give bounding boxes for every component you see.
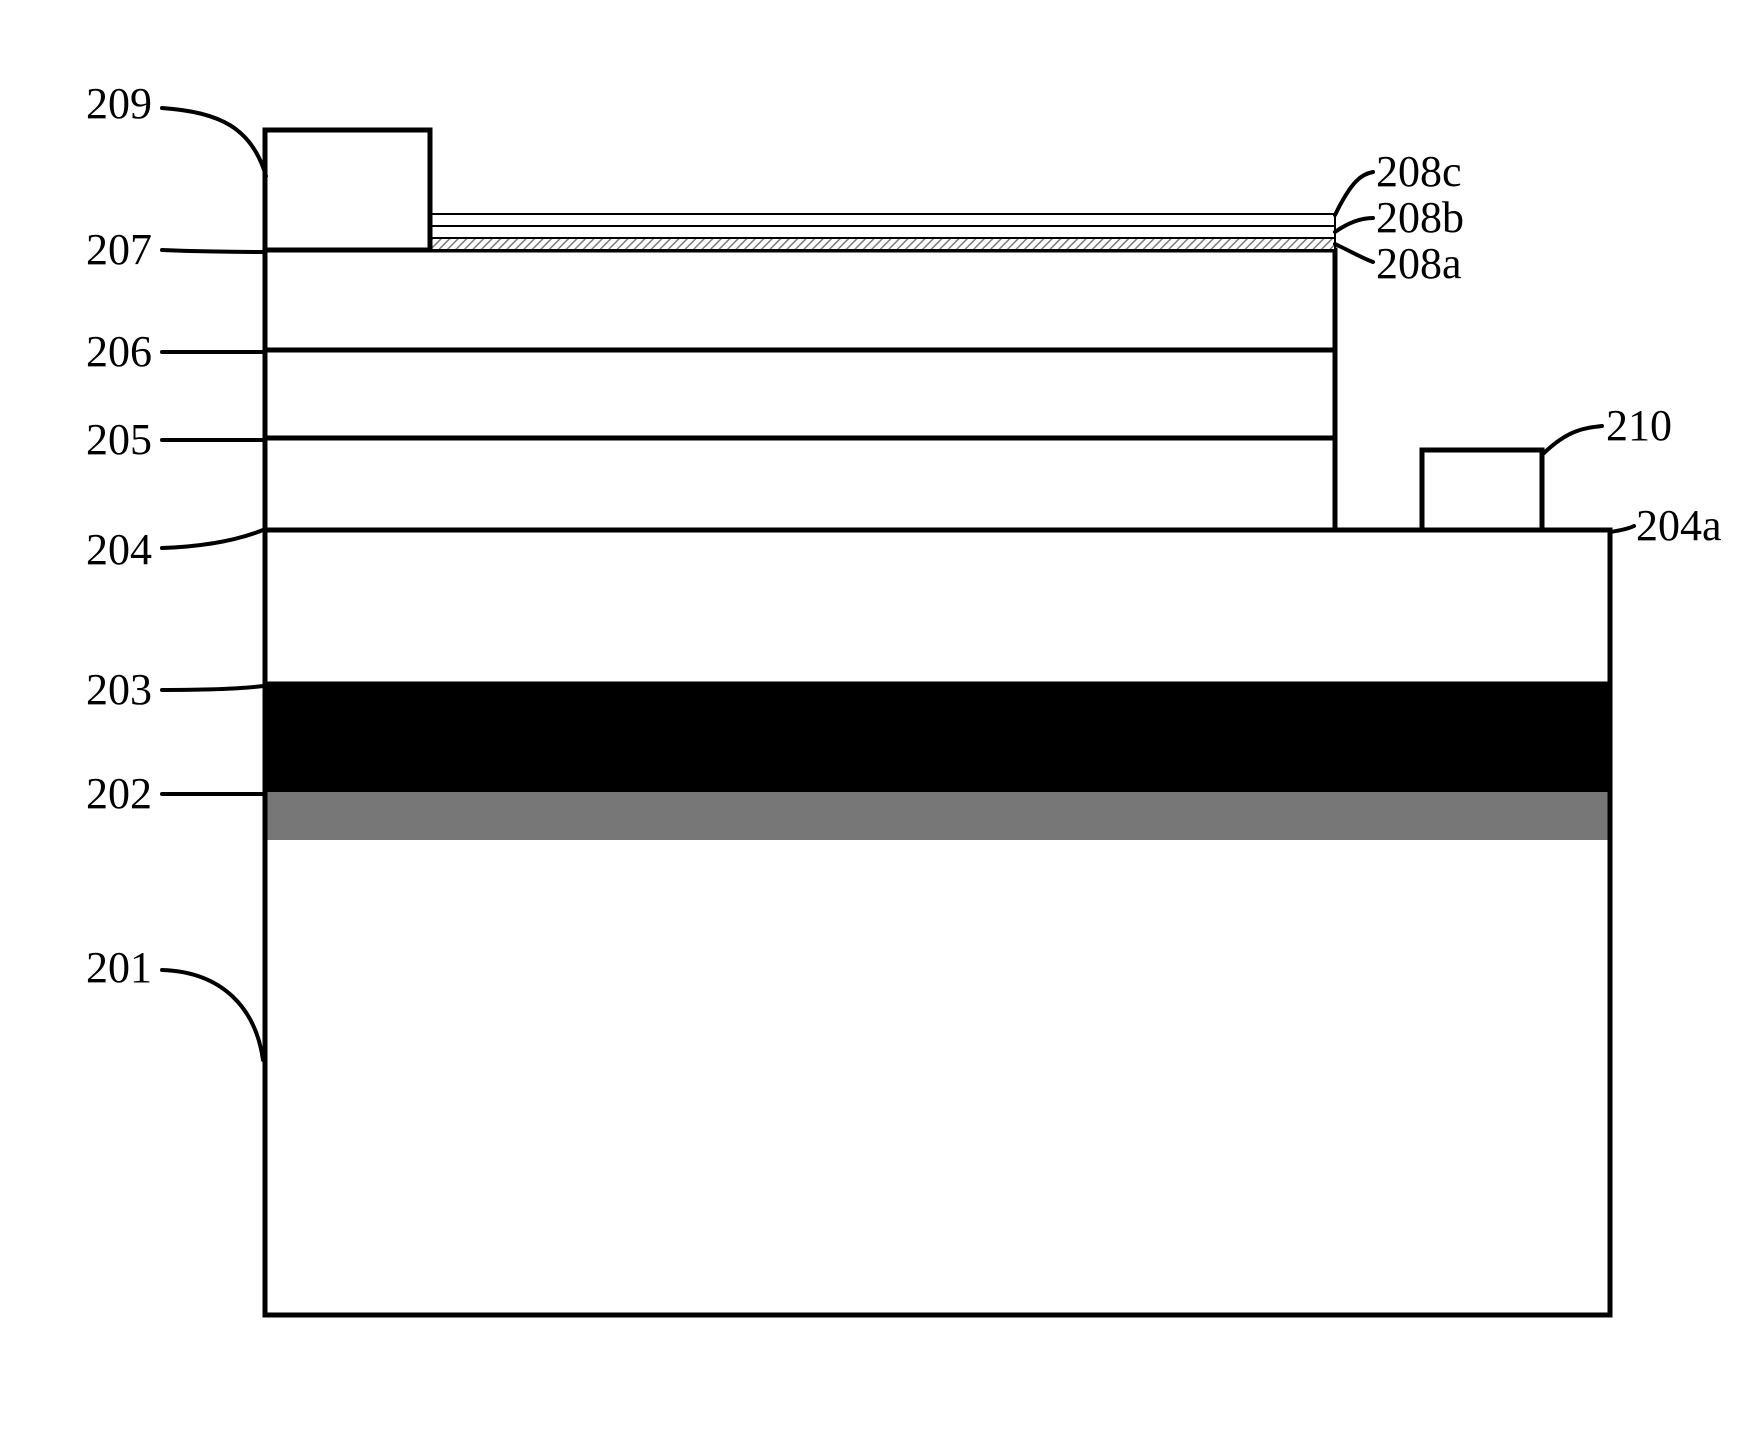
layer-208a — [430, 238, 1335, 250]
electrode-209 — [265, 130, 430, 250]
lead-208c — [1335, 172, 1373, 215]
layer-204 — [265, 530, 1610, 684]
layer-208c — [430, 214, 1335, 226]
lead-203 — [162, 686, 263, 690]
lead-201 — [162, 970, 263, 1060]
lead-204 — [162, 530, 263, 548]
label-201: 201 — [86, 946, 152, 990]
layer-203 — [265, 684, 1610, 792]
label-208b: 208b — [1376, 196, 1464, 240]
lead-204a — [1610, 526, 1634, 532]
label-209: 209 — [86, 82, 152, 126]
label-210: 210 — [1606, 404, 1672, 448]
lead-208a — [1335, 244, 1373, 262]
label-205: 205 — [86, 418, 152, 462]
lead-207 — [162, 250, 263, 252]
label-207: 207 — [86, 228, 152, 272]
layer-201 — [265, 840, 1610, 1315]
electrode-210 — [1422, 450, 1542, 530]
label-206: 206 — [86, 330, 152, 374]
label-204a: 204a — [1636, 504, 1722, 548]
diagram-svg — [0, 0, 1758, 1440]
label-208c: 208c — [1376, 150, 1462, 194]
layer-207 — [265, 250, 1335, 350]
layer-202 — [265, 792, 1610, 840]
lead-209 — [162, 108, 266, 176]
lead-208b — [1335, 218, 1373, 232]
label-203: 203 — [86, 668, 152, 712]
layer-205 — [265, 438, 1335, 530]
lead-210 — [1544, 426, 1602, 453]
label-202: 202 — [86, 772, 152, 816]
diagram-stage: 201 202 203 204 205 206 207 209 210 208c208b208a 2… — [0, 0, 1758, 1440]
layer-206 — [265, 350, 1335, 438]
label-204: 204 — [86, 528, 152, 572]
layer-208b — [430, 226, 1335, 238]
label-208a: 208a — [1376, 242, 1462, 286]
